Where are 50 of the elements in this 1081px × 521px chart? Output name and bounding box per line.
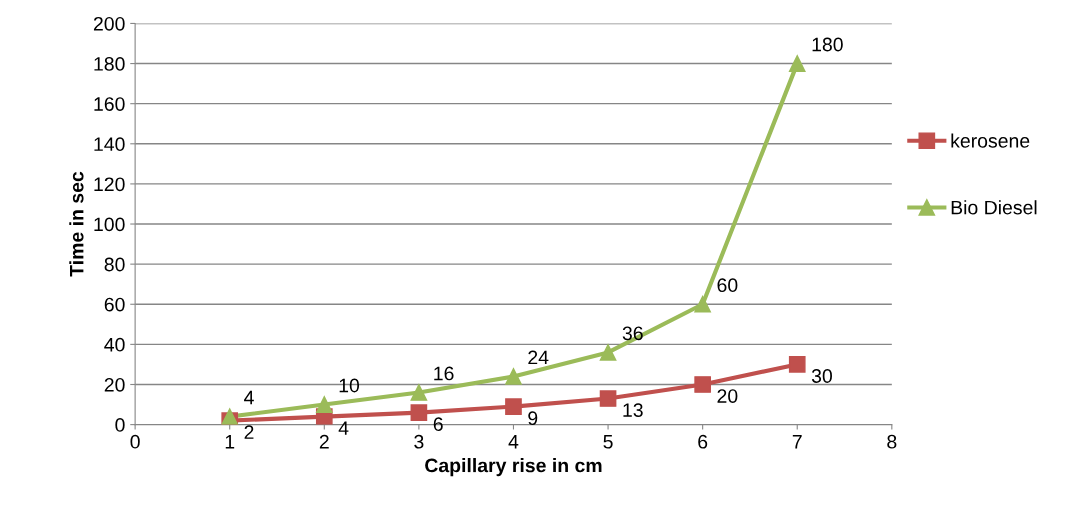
y-tick-label: 180 — [94, 57, 125, 71]
data-label: 180 — [812, 37, 843, 52]
point — [788, 356, 806, 373]
point — [599, 344, 617, 361]
data-label: 20 — [717, 389, 738, 403]
y-tick-label: 140 — [94, 137, 125, 152]
x-tick-label: 6 — [698, 434, 708, 449]
point — [410, 384, 428, 401]
data-label: 60 — [717, 278, 738, 293]
point — [505, 368, 522, 385]
point — [221, 408, 239, 425]
data-label: 30 — [811, 369, 832, 383]
x-tick-label: 1 — [225, 435, 235, 449]
y-tick-label: 200 — [93, 16, 125, 31]
y-tick-label: 120 — [94, 177, 125, 192]
x-tick-label: 2 — [319, 434, 329, 449]
x-tick-label: 8 — [887, 434, 897, 449]
x-tick-label: 3 — [414, 434, 424, 449]
x-axis-title: Capillary rise in cm — [425, 458, 602, 477]
x-tick-label: 5 — [603, 435, 613, 449]
x-tick-label: 4 — [508, 435, 519, 449]
data-label: 4 — [244, 390, 254, 405]
legend-label: Bio Diesel — [951, 200, 1037, 215]
point — [505, 398, 522, 415]
point — [410, 404, 428, 421]
y-tick-label: 80 — [104, 257, 125, 272]
data-label: 6 — [433, 417, 443, 432]
y-tick-label: 60 — [104, 297, 125, 312]
point — [788, 55, 806, 72]
data-label: 24 — [528, 350, 549, 365]
data-label: 36 — [622, 326, 643, 341]
point — [694, 295, 711, 313]
x-tick-label: 7 — [792, 435, 802, 449]
y-tick-label: 40 — [104, 337, 125, 352]
point — [315, 396, 333, 413]
data-label: 4 — [338, 421, 349, 435]
point — [694, 376, 711, 393]
y-axis-title: Time in sec — [69, 171, 84, 277]
y-tick-label: 100 — [94, 217, 125, 232]
y-tick-label: 160 — [94, 97, 125, 111]
data-label: 10 — [339, 378, 360, 393]
y-tick-label: 20 — [104, 377, 125, 392]
data-label: 16 — [434, 366, 454, 381]
y-tick-label: 0 — [115, 418, 125, 432]
point — [599, 390, 617, 407]
data-label: 2 — [244, 425, 254, 439]
data-label: 9 — [528, 411, 538, 426]
data-label: 13 — [623, 403, 643, 417]
legend-label: kerosene — [951, 133, 1030, 148]
x-tick-label: 0 — [130, 434, 140, 449]
